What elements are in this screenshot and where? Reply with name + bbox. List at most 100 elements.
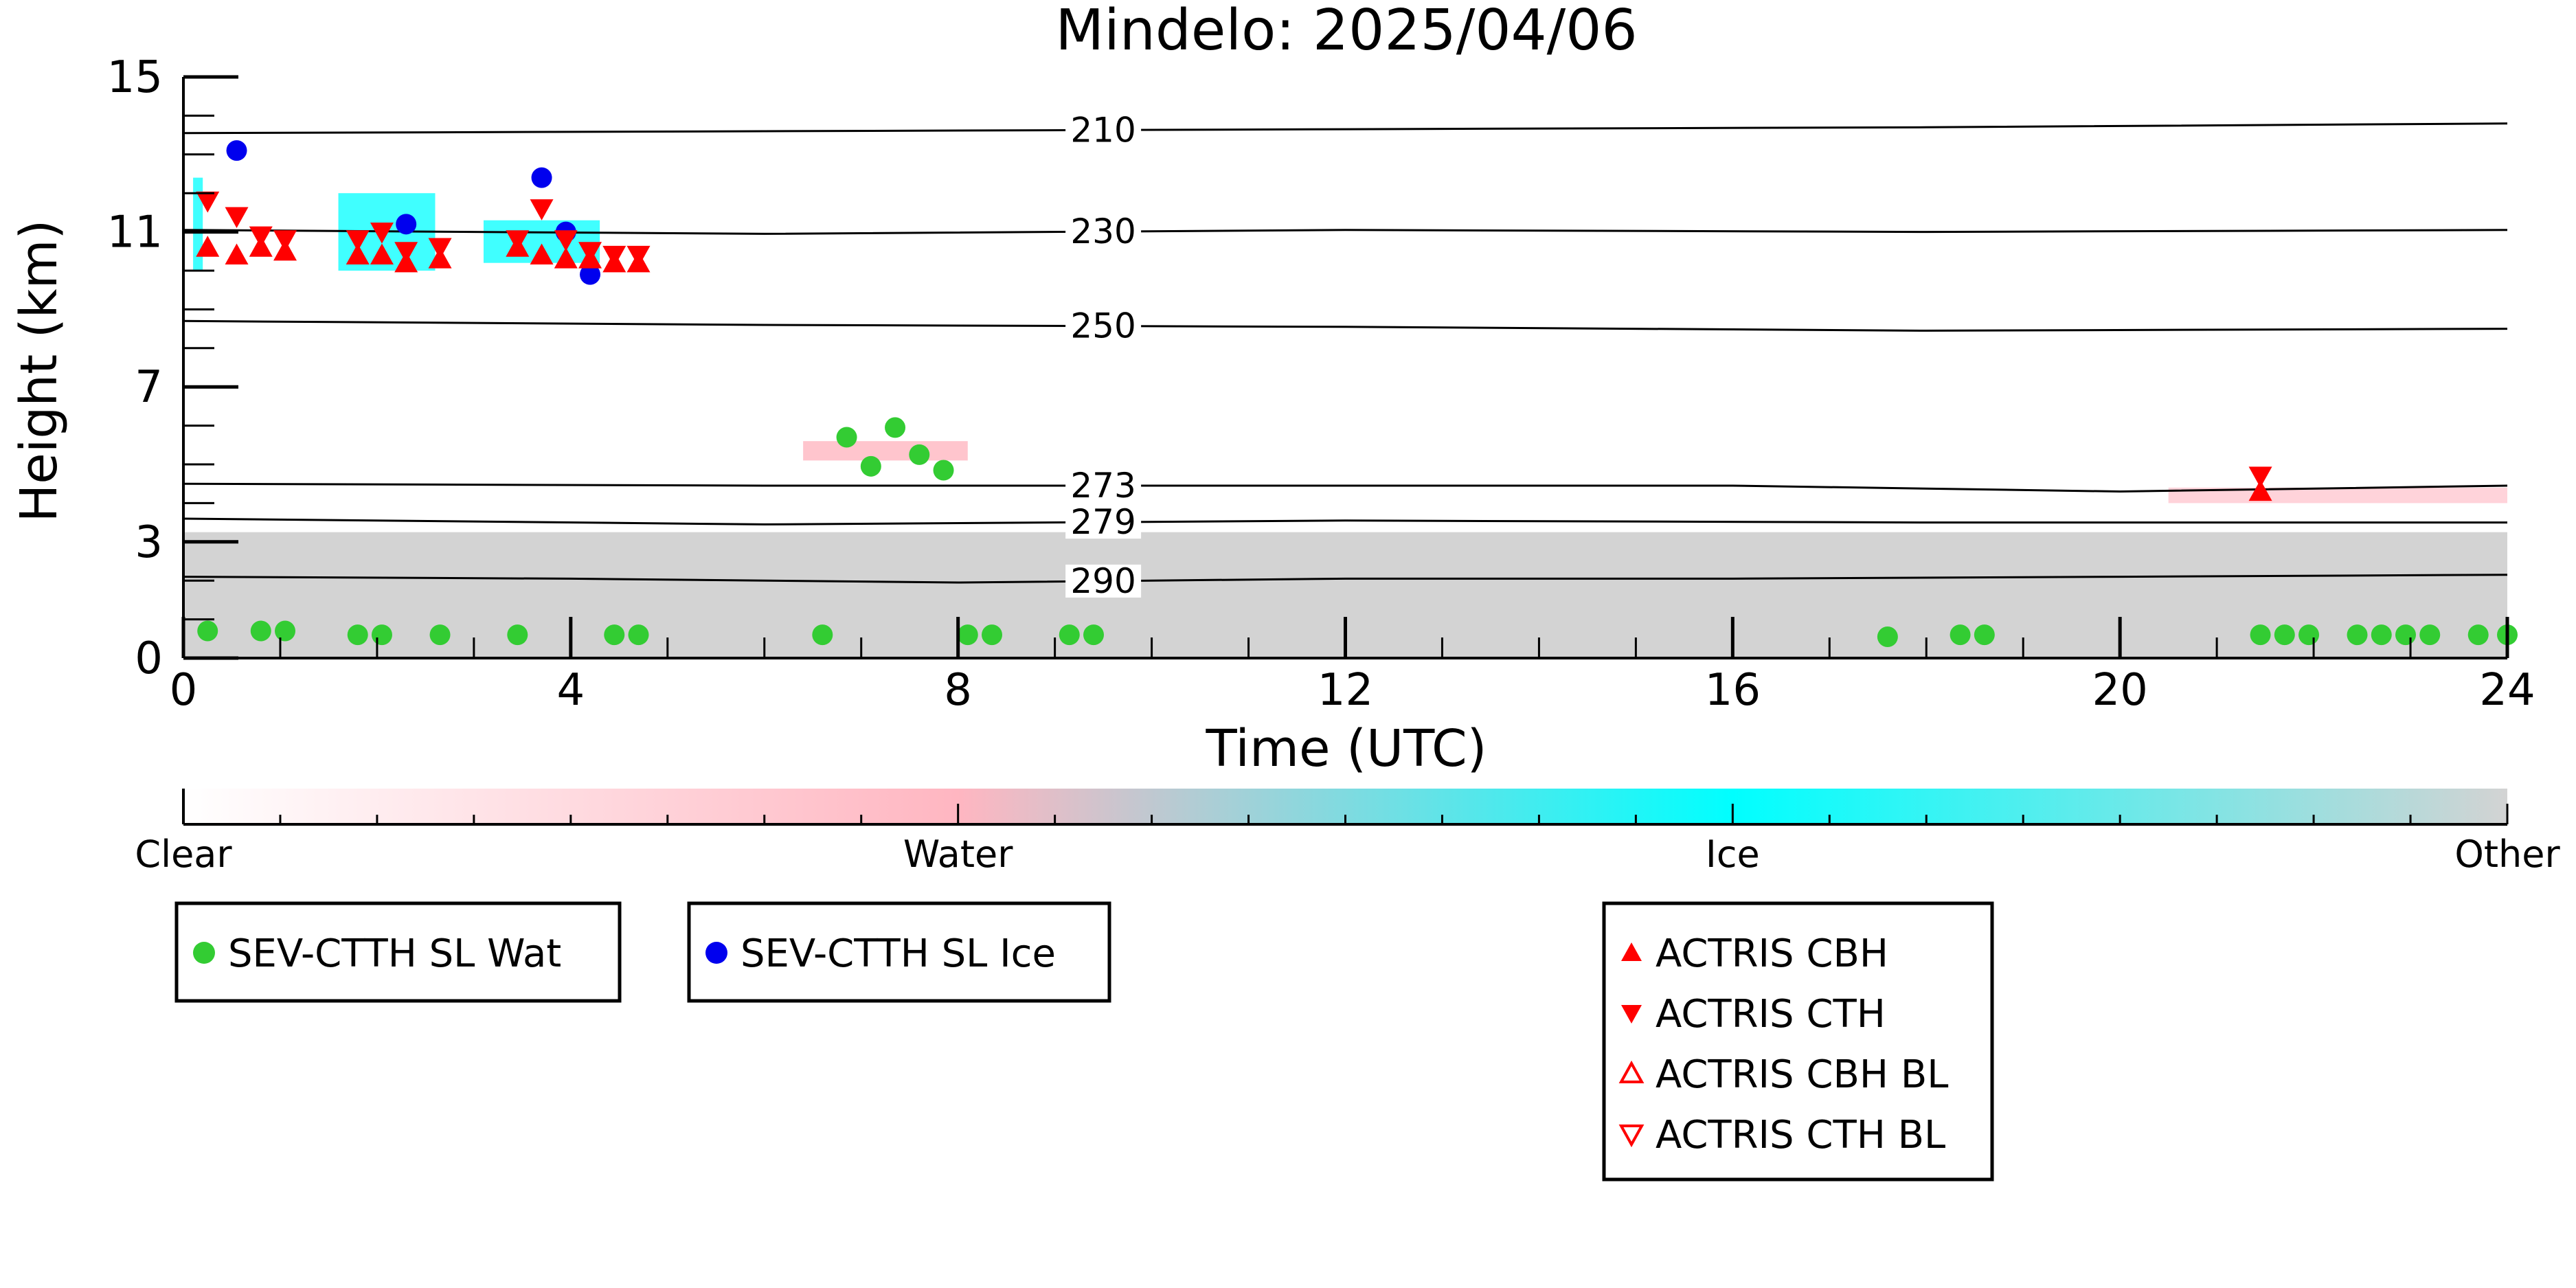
legend-label: ACTRIS CTH: [1656, 992, 1886, 1037]
sev-ctth-sl-wat-point: [957, 624, 978, 646]
isotherm-label-bg: [1065, 113, 1142, 147]
sev-ctth-sl-wat-point: [1877, 626, 1898, 647]
actris-cbh-point: [530, 243, 554, 265]
sev-ctth-sl-wat-point: [347, 624, 368, 646]
sev-ctth-sl-wat-point: [2298, 624, 2320, 646]
actris-cth-point: [370, 223, 394, 244]
sev-ctth-sl-wat-point: [250, 620, 271, 642]
isotherm-line-210: [183, 122, 2508, 135]
actris-cbh-point: [370, 243, 394, 265]
sev-ctth-sl-wat-point: [836, 427, 857, 448]
actris-cbh-point: [346, 243, 370, 265]
y-tick-label: 3: [135, 517, 163, 568]
sev-ctth-sl-wat-point: [1974, 624, 1995, 646]
sev-ctth-sl-wat-point: [2467, 624, 2489, 646]
actris-cth-point: [249, 226, 273, 248]
legend-label: ACTRIS CBH BL: [1656, 1052, 1948, 1097]
legend-marker: [705, 942, 727, 964]
actris-cbh-point: [554, 247, 578, 269]
isotherm-label: 290: [1070, 561, 1136, 601]
actris-cth-point: [626, 245, 651, 267]
colorbar-label: Water: [903, 833, 1013, 876]
y-tick-label: 15: [107, 52, 163, 103]
isotherm-label-bg: [1065, 309, 1142, 343]
legend-box: [1602, 901, 1994, 1182]
colorbar: Clear Water Ice Other: [135, 789, 2560, 876]
sev-ctth-sl-wat-point: [275, 620, 296, 642]
x-tick-label: 24: [2479, 665, 2535, 716]
x-tick-label: 16: [1705, 665, 1761, 716]
sev-ctth-sl-wat-point: [885, 417, 906, 438]
sev-ctth-sl-wat-point: [860, 455, 881, 477]
actris-cbh-point: [2248, 479, 2272, 501]
legend-label: ACTRIS CBH: [1656, 931, 1888, 976]
actris-cth-point: [602, 245, 626, 267]
sev-ctth-sl-wat-point: [2250, 624, 2271, 646]
x-tick-label: 20: [2092, 665, 2147, 716]
chart-title: Mindelo: 2025/04/06: [1055, 0, 1637, 63]
colorbar-label: Clear: [135, 833, 232, 876]
actris-cth-point: [346, 230, 370, 251]
legend-label: SEV-CTTH SL Wat: [228, 931, 561, 976]
colorbar-label: Ice: [1706, 833, 1760, 876]
data-markers: [196, 140, 2518, 647]
sev-ctth-sl-wat-point: [909, 444, 930, 465]
sev-ctth-sl-wat-point: [2274, 624, 2295, 646]
plot-background: [183, 177, 2507, 658]
isotherm-label-bg: [1065, 564, 1142, 598]
sev-ctth-sl-wat-point: [628, 624, 649, 646]
sev-ctth-sl-wat-point: [1083, 624, 1105, 646]
y-tick-label: 11: [107, 207, 163, 258]
x-tick-label: 0: [170, 665, 198, 716]
isotherm-line-250: [183, 319, 2508, 332]
sev-ctth-sl-wat-point: [2419, 624, 2441, 646]
sev-ctth-sl-wat-point: [2347, 624, 2368, 646]
isotherm-label: 250: [1070, 306, 1136, 346]
isotherm-label: 279: [1070, 502, 1136, 542]
axes: 0 4 8 12 16 20 24 0 3 7 11 15: [107, 52, 2535, 716]
legend-marker: [1618, 1125, 1645, 1148]
isotherm-line-290: [183, 574, 2508, 584]
isotherm-label: 273: [1070, 466, 1136, 506]
y-tick-label: 7: [135, 362, 163, 413]
isotherm-label-bg: [1065, 215, 1142, 249]
sev-ctth-sl-wat-point: [2395, 624, 2416, 646]
sev-ctth-sl-ice-point: [580, 264, 601, 285]
sev-ctth-sl-wat-point: [812, 624, 833, 646]
sev-ctth-sl-wat-point: [933, 460, 954, 481]
legend-label: ACTRIS CTH BL: [1656, 1113, 1945, 1157]
x-tick-label: 12: [1318, 665, 1373, 716]
legend-label: SEV-CTTH SL Ice: [741, 931, 1056, 976]
actris-cth-point: [554, 230, 578, 251]
actris-cth-point: [196, 191, 220, 213]
actris-cbh-point: [196, 236, 220, 257]
sev-ctth-sl-wat-point: [507, 624, 528, 646]
actris-cth-point: [578, 242, 602, 263]
legend: SEV-CTTH SL Wat SEV-CTTH SL Ice ACTRIS CBH…: [174, 901, 1994, 1182]
isotherm-line-273: [183, 482, 2508, 493]
sev-ctth-sl-wat-point: [1950, 624, 1971, 646]
isotherm-label: 210: [1070, 110, 1136, 150]
actris-cth-point: [225, 207, 249, 229]
water-cloud-region: [803, 441, 968, 461]
actris-cth-point: [394, 242, 418, 263]
sev-ctth-sl-wat-point: [1059, 624, 1080, 646]
x-axis-label: Time (UTC): [1205, 719, 1487, 778]
x-tick-label: 4: [556, 665, 585, 716]
sev-ctth-sl-wat-point: [371, 624, 392, 646]
legend-box: [174, 901, 622, 1003]
legend-marker: [1621, 942, 1642, 961]
actris-cth-point: [428, 238, 452, 260]
y-tick-label: 0: [135, 633, 163, 684]
sev-ctth-sl-ice-point: [396, 214, 417, 235]
sev-ctth-sl-wat-point: [982, 624, 1003, 646]
actris-cth-point: [506, 230, 530, 251]
legend-marker: [1618, 1060, 1645, 1083]
sev-ctth-sl-ice-point: [226, 140, 247, 161]
sev-ctth-sl-wat-point: [429, 624, 451, 646]
isotherm-label-bg: [1065, 506, 1142, 539]
isotherm-label-bg: [1065, 469, 1142, 503]
actris-cbh-point: [225, 243, 249, 265]
legend-marker: [193, 942, 215, 964]
